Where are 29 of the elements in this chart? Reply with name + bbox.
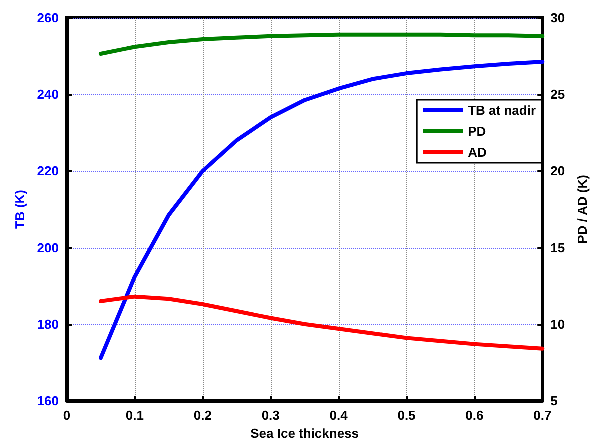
y-axis-title: TB (K): [12, 190, 28, 229]
x-tick-label: 0.1: [126, 408, 144, 423]
y-tick-label: 240: [37, 87, 59, 102]
legend-label: PD: [468, 124, 486, 139]
x-tick-label: 0.5: [398, 408, 416, 423]
line-series: [98, 32, 545, 56]
y-tick-label: 160: [37, 394, 59, 408]
legend-label: AD: [468, 145, 487, 160]
y-tick-label: 180: [37, 316, 59, 332]
x-tick-label: 0: [63, 408, 71, 423]
y-tick-label: 260: [37, 10, 59, 26]
x-axis-title: Sea Ice thickness: [250, 426, 360, 441]
y2-tick-label: 25: [550, 87, 566, 102]
y-tick-label: 200: [37, 240, 59, 256]
x-tick-label: 0.6: [466, 408, 484, 423]
y2-tick-label: 30: [550, 10, 566, 26]
x-tick-label: 0.2: [194, 408, 212, 423]
x-tick-label: 0.3: [262, 408, 280, 423]
x-tick-label: 0.7: [534, 408, 552, 423]
legend-label: TB at nadir: [468, 103, 536, 118]
line-series: [98, 294, 545, 351]
y-tick-label: 220: [37, 164, 59, 179]
y2-tick-label: 10: [550, 316, 566, 332]
line-series: [98, 60, 545, 360]
y2-tick-label: 20: [550, 164, 566, 179]
y2-tick-label: 15: [550, 240, 566, 256]
x-tick-label: 0.4: [330, 408, 349, 423]
y2-axis-title: PD / AD (K): [575, 175, 590, 244]
y2-tick-label: 5: [550, 394, 558, 408]
